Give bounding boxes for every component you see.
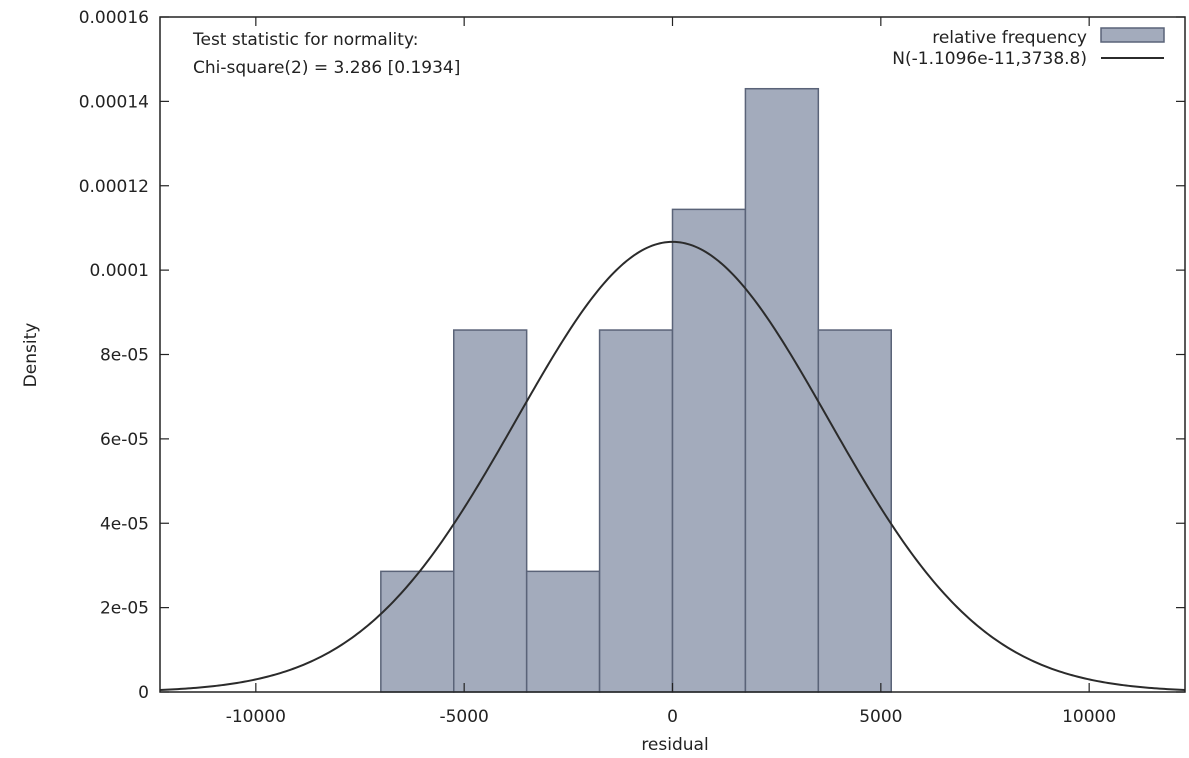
bars-layer — [380, 87, 892, 693]
y-tick-label-2: 4e-05 — [100, 514, 149, 534]
y-tick-label-4: 8e-05 — [100, 346, 149, 366]
y-tick-label-0: 0 — [138, 683, 149, 703]
legend-label-relative-frequency: relative frequency — [932, 28, 1087, 48]
x-axis-title: residual — [641, 735, 708, 755]
histogram-bar-1 — [380, 570, 455, 693]
y-tick-label-1: 2e-05 — [100, 599, 149, 619]
y-tick-label-6: 0.00012 — [79, 177, 149, 197]
y-tick-label-8: 0.00016 — [79, 8, 149, 28]
legend-swatch-bar — [1100, 27, 1165, 43]
x-tick-label-1: -5000 — [439, 707, 488, 727]
normality-test-label: Test statistic for normality: — [192, 30, 419, 50]
x-tick-label-3: 5000 — [859, 707, 902, 727]
legend-label-normal-curve: N(-1.1096e-11,3738.8) — [892, 49, 1087, 69]
histogram-bar-6 — [744, 87, 820, 693]
histogram-bar-2 — [453, 329, 528, 693]
plot-frame — [159, 16, 1186, 693]
x-tick-label-4: 10000 — [1062, 707, 1116, 727]
histogram-bar-3 — [525, 570, 601, 693]
y-axis-title: Density — [21, 323, 41, 388]
ticks-layer: 0 2e-05 4e-05 6e-05 8e-05 0.0001 0.00012 0.0001… — [79, 8, 1185, 727]
y-tick-label-7: 0.00014 — [79, 92, 149, 112]
chi-square-result: Chi-square(2) = 3.286 [0.1934] — [193, 58, 460, 78]
y-tick-label-3: 6e-05 — [100, 430, 149, 450]
normal-density-curve — [159, 240, 1186, 691]
histogram-bar-7 — [817, 329, 892, 693]
x-tick-label-2: 0 — [667, 707, 678, 727]
y-tick-label-5: 0.0001 — [90, 261, 149, 281]
histogram-bar-4 — [598, 329, 674, 693]
legend: relative frequency N(-1.1096e-11,3738.8) — [892, 27, 1165, 69]
x-tick-label-0: -10000 — [226, 707, 286, 727]
histogram-bar-5 — [671, 208, 747, 693]
